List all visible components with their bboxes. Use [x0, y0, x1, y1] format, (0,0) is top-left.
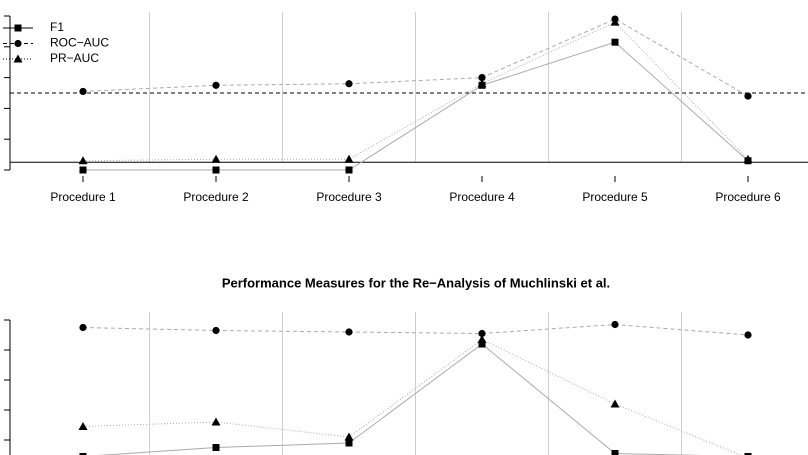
x-tick-label: Procedure 3 — [316, 190, 382, 204]
marker — [212, 326, 220, 335]
marker — [744, 331, 752, 339]
marker — [611, 320, 619, 329]
marker — [345, 166, 353, 174]
marker — [78, 156, 88, 165]
marker — [478, 74, 486, 82]
marker — [211, 154, 221, 163]
marker — [478, 329, 486, 338]
marker — [345, 80, 353, 88]
marker — [79, 323, 87, 332]
marker — [79, 87, 87, 96]
marker — [79, 453, 87, 455]
x-tick-label: Procedure 1 — [50, 190, 116, 204]
marker — [212, 81, 220, 89]
series-line — [82, 338, 742, 455]
legend-label: ROC−AUC — [50, 36, 109, 50]
marker — [477, 79, 487, 88]
x-tick-label: Procedure 6 — [715, 190, 781, 204]
marker — [78, 422, 88, 430]
series-line — [82, 18, 749, 97]
marker — [211, 417, 221, 426]
marker — [345, 328, 353, 336]
x-tick-label: Procedure 2 — [183, 190, 249, 204]
legend-label: PR−AUC — [50, 51, 99, 65]
marker — [611, 38, 619, 46]
marker — [344, 154, 354, 163]
series-line — [82, 21, 749, 162]
marker — [14, 24, 22, 32]
legend-label: F1 — [50, 20, 64, 34]
marker — [212, 444, 220, 451]
series-line — [82, 323, 749, 336]
marker — [610, 399, 620, 408]
series-line — [83, 41, 749, 171]
marker — [13, 54, 23, 63]
marker — [743, 154, 753, 163]
marker — [611, 450, 619, 455]
marker — [79, 166, 87, 174]
x-tick-label: Procedure 5 — [582, 190, 648, 204]
marker — [344, 432, 354, 441]
marker — [478, 340, 486, 348]
series-line — [97, 343, 704, 455]
marker — [744, 92, 752, 100]
marker — [14, 39, 22, 48]
marker — [212, 166, 220, 174]
chart-title: Performance Measures for the Re−Analysis… — [222, 275, 610, 290]
marker — [610, 17, 620, 26]
marker — [477, 335, 487, 343]
x-tick-label: Procedure 4 — [449, 190, 515, 204]
marker — [345, 439, 353, 447]
